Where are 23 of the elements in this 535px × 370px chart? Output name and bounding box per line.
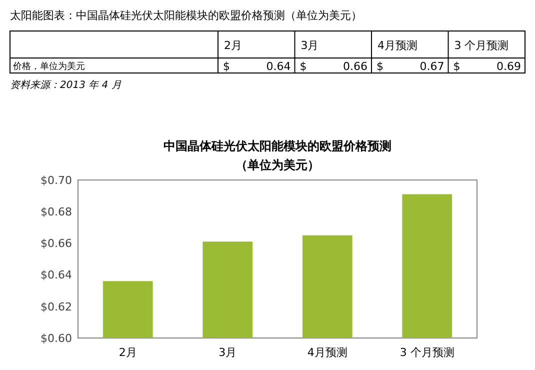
text: 太阳能图表：中国晶体硅光伏太阳能模块的欧盟价格预测（单位为美元） xyxy=(10,9,362,22)
category-label: 2月 xyxy=(224,39,242,52)
category-label: 3月 xyxy=(300,39,319,52)
text: $ 0.66 xyxy=(300,60,368,73)
x-tick-label: 3月 xyxy=(218,346,237,359)
y-tick-label: $0.70 xyxy=(40,174,72,187)
x-tick-label: 2月 xyxy=(118,346,137,359)
text: $ 0.64 xyxy=(223,60,291,73)
chart-subtitle: （单位为美元） xyxy=(236,158,320,172)
chart-title: 中国晶体硅光伏太阳能模块的欧盟价格预测 xyxy=(164,139,392,153)
y-tick-label: $0.60 xyxy=(40,332,72,345)
text: 资料来源：2013 年 4 月 xyxy=(10,79,122,91)
y-tick-label: $0.64 xyxy=(40,268,72,282)
y-tick-label: $0.66 xyxy=(40,237,72,250)
x-tick-label: 3 个月预测 xyxy=(400,346,454,359)
text: $ 0.69 xyxy=(453,60,521,73)
text: 价格，单位为美元 xyxy=(12,61,85,72)
x-tick-label: 4月预测 xyxy=(307,346,348,359)
text: $ 0.67 xyxy=(376,60,444,73)
y-tick-label: $0.62 xyxy=(40,300,72,314)
category-label: 3 个月预测 xyxy=(454,39,509,52)
y-tick-label: $0.68 xyxy=(40,205,72,218)
category-label: 4月预测 xyxy=(378,39,418,52)
